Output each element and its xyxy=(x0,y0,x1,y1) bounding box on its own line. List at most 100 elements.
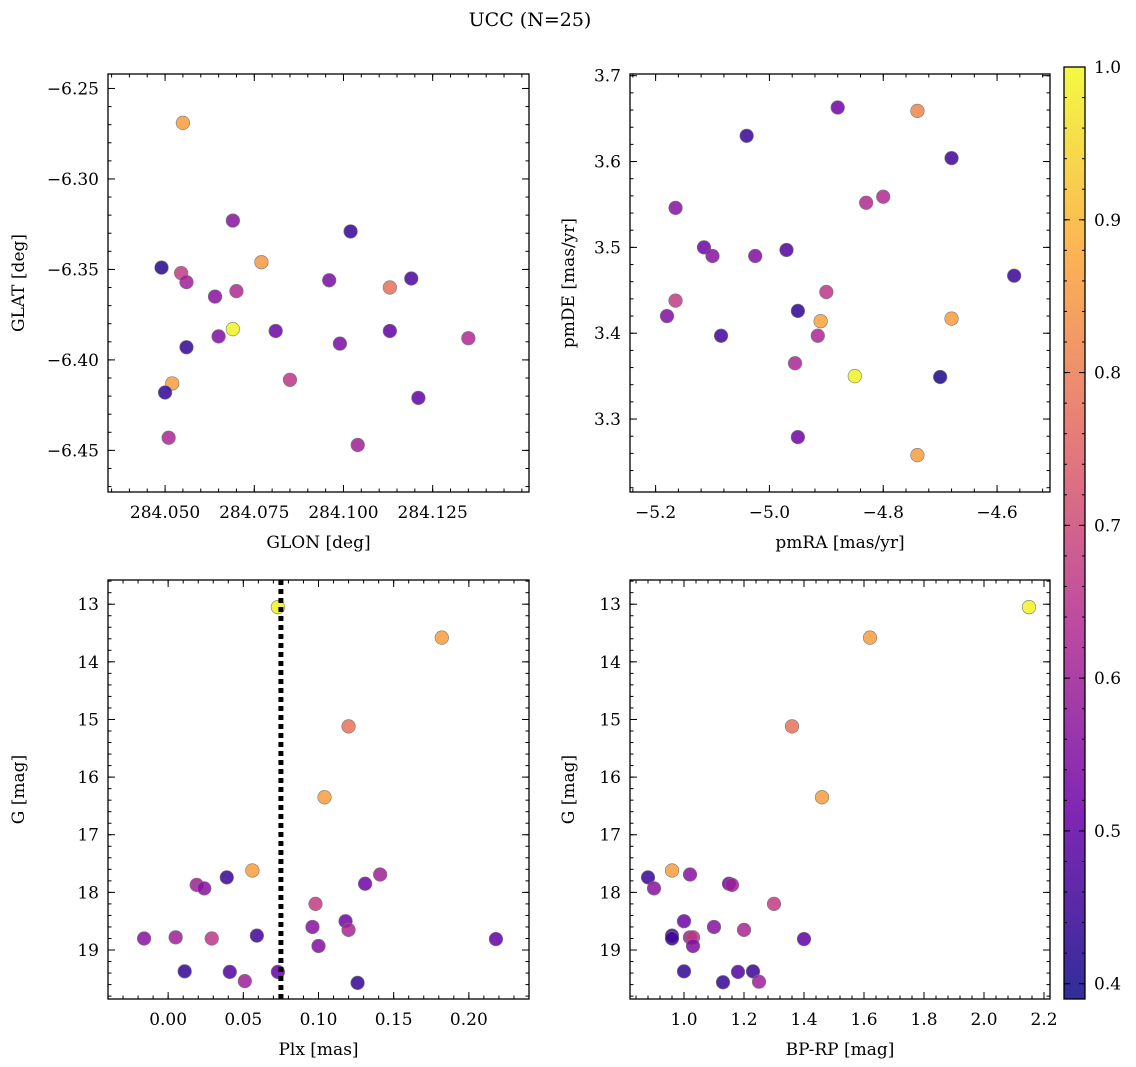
data-point xyxy=(322,273,337,288)
data-point xyxy=(859,195,874,210)
data-point xyxy=(161,430,176,445)
data-point xyxy=(411,390,426,406)
data-point xyxy=(862,630,878,645)
data-point xyxy=(1007,268,1022,283)
data-point xyxy=(664,931,680,946)
data-point xyxy=(211,329,226,344)
x-tick-label: 0.15 xyxy=(375,1010,413,1030)
y-tick-label: 19 xyxy=(77,941,99,961)
data-point xyxy=(350,437,365,453)
data-point xyxy=(229,284,244,299)
x-tick-label: 1.4 xyxy=(790,1010,817,1030)
data-point xyxy=(382,280,397,295)
data-point xyxy=(944,151,959,166)
data-point xyxy=(814,790,830,805)
data-point xyxy=(646,881,662,896)
data-point xyxy=(317,790,332,805)
data-point xyxy=(790,303,805,318)
data-point xyxy=(197,881,212,896)
x-tick-label: 0.10 xyxy=(300,1010,338,1030)
colorbar-tick-label: 0.5 xyxy=(1094,822,1121,842)
x-tick-label: −4.6 xyxy=(976,503,1017,523)
data-point xyxy=(237,974,252,989)
data-point xyxy=(813,314,828,329)
y-axis-label: G [mag] xyxy=(9,755,29,824)
x-axis-label: BP-RP [mag] xyxy=(786,1040,895,1060)
panel-3: 0.00 0.05 0.10 0.15 0.20 13 14 15 16 17 18 19 Plx [m… xyxy=(9,579,530,1060)
data-point xyxy=(933,369,948,385)
data-point xyxy=(332,336,348,351)
colorbar-gradient xyxy=(1064,67,1085,999)
x-tick-label: 284.075 xyxy=(219,503,289,523)
x-tick-label: 1.2 xyxy=(730,1010,757,1030)
data-point xyxy=(179,274,194,290)
data-point xyxy=(222,964,237,980)
y-axis-label: GLAT [deg] xyxy=(9,234,29,332)
data-point xyxy=(910,103,925,119)
y-tick-label: 3.3 xyxy=(594,410,621,430)
data-point xyxy=(204,931,219,946)
y-tick-label: 14 xyxy=(599,653,621,673)
data-point xyxy=(676,964,692,979)
x-tick-label: 1.8 xyxy=(910,1010,937,1030)
data-point xyxy=(796,931,812,947)
y-tick-label: 17 xyxy=(599,826,621,846)
axes-frame xyxy=(629,73,1051,493)
data-point xyxy=(358,876,373,891)
y-tick-label: −6.35 xyxy=(47,260,99,280)
data-point xyxy=(245,863,260,878)
x-tick-label: 1.0 xyxy=(670,1010,697,1030)
y-tick-label: 16 xyxy=(599,768,621,788)
y-tick-label: 17 xyxy=(77,826,99,846)
x-tick-label: 284.100 xyxy=(308,503,378,523)
data-point xyxy=(676,914,692,929)
data-point xyxy=(668,293,683,308)
x-tick-label: 1.6 xyxy=(850,1010,877,1030)
data-point xyxy=(668,200,683,215)
data-point xyxy=(705,248,720,264)
y-tick-label: 14 xyxy=(77,653,99,673)
data-point xyxy=(168,930,183,945)
data-point xyxy=(177,964,192,979)
data-point xyxy=(154,260,169,275)
data-point xyxy=(341,719,356,734)
y-axis-label: pmDE [mas/yr] xyxy=(559,218,579,348)
colorbar-tick-label: 0.9 xyxy=(1094,211,1121,231)
data-point xyxy=(373,867,388,882)
y-axis-label: G [mag] xyxy=(559,755,579,824)
x-tick-label: 0.20 xyxy=(450,1010,488,1030)
data-point xyxy=(175,115,191,130)
data-point xyxy=(343,224,358,239)
data-point xyxy=(751,974,767,989)
data-point xyxy=(730,964,746,980)
y-tick-label: 18 xyxy=(77,883,99,903)
data-point xyxy=(308,896,323,912)
panel-2: −5.2 −5.0 −4.8 −4.6 3.3 3.4 3.5 3.6 3.7 pmRA [mas… xyxy=(559,67,1051,553)
x-tick-label: 284.125 xyxy=(398,503,468,523)
data-point xyxy=(739,128,754,143)
data-point xyxy=(254,255,269,270)
data-point xyxy=(268,323,283,339)
x-tick-label: 0.00 xyxy=(149,1010,187,1030)
colorbar-tick-label: 0.6 xyxy=(1094,669,1121,689)
data-point xyxy=(706,919,722,935)
data-point xyxy=(779,242,794,258)
data-point xyxy=(207,289,223,304)
colorbar-tick-label: 0.7 xyxy=(1094,516,1121,536)
y-tick-label: −6.45 xyxy=(47,441,99,461)
data-point xyxy=(713,328,729,343)
x-tick-label: −4.8 xyxy=(863,503,904,523)
x-axis-label: Plx [mas] xyxy=(278,1040,358,1060)
data-point xyxy=(225,322,240,337)
x-axis-label: GLON [deg] xyxy=(266,533,370,553)
x-axis-label: pmRA [mas/yr] xyxy=(775,533,904,553)
x-tick-label: −5.2 xyxy=(635,503,676,523)
y-tick-label: 16 xyxy=(77,768,99,788)
data-point xyxy=(830,100,845,115)
data-point xyxy=(766,896,782,912)
x-tick-label: −5.0 xyxy=(749,503,790,523)
data-point xyxy=(225,213,240,228)
data-point xyxy=(787,356,803,371)
data-point xyxy=(944,311,959,326)
